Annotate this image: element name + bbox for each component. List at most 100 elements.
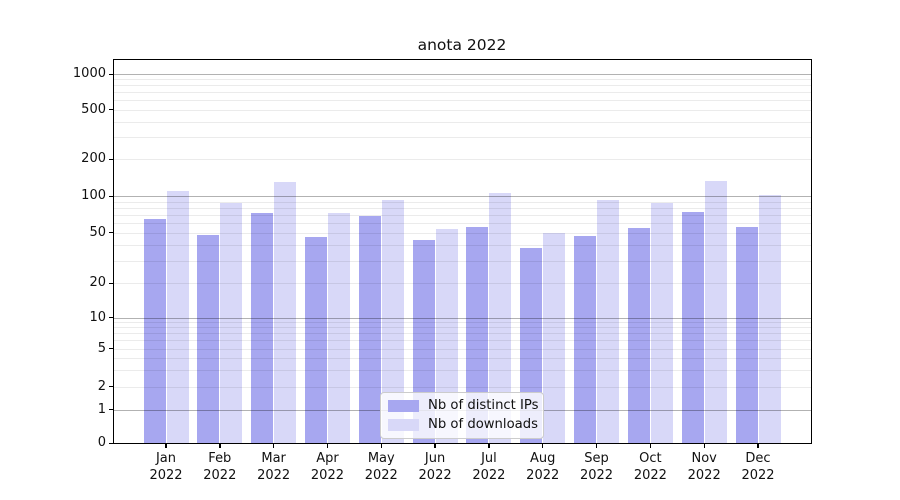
minor-gridline-20: [113, 283, 811, 284]
minor-gridline-500: [113, 109, 811, 111]
x-tick-label-apr: Apr 2022: [310, 451, 344, 483]
bar-distinct-ips-dec: [735, 226, 758, 443]
minor-gridline-8: [113, 327, 811, 329]
bar-downloads-nov: [704, 180, 727, 443]
x-tickmark-jul: [488, 443, 490, 448]
y-tickmark-50: [108, 232, 114, 234]
plot-border: [112, 58, 812, 444]
x-tick-label-jul: Jul 2022: [472, 451, 506, 483]
legend-item-downloads: Nb of downloads: [388, 417, 538, 432]
minor-gridline-200: [113, 159, 811, 160]
y-tickmark-5: [108, 348, 114, 350]
y-tickmark-2: [108, 386, 114, 388]
x-tickmark-jun: [434, 443, 436, 448]
bar-distinct-ips-may: [358, 216, 381, 443]
legend-swatch-distinct-ips: [388, 399, 419, 412]
x-tickmark-apr: [326, 443, 329, 448]
legend-label-downloads: Nb of downloads: [428, 417, 538, 432]
bar-distinct-ips-mar: [251, 212, 274, 443]
y-tickmark-10: [108, 317, 114, 319]
y-tick-label-2: 2: [97, 378, 106, 394]
y-tick-label-1000: 1000: [72, 66, 106, 81]
legend-item-distinct-ips: Nb of distinct IPs: [388, 398, 539, 413]
minor-gridline-9: [113, 322, 811, 324]
x-tickmark-jan: [165, 443, 167, 448]
y-tickmark-0: [108, 442, 114, 444]
minor-gridline-7: [113, 333, 811, 335]
x-tickmark-feb: [219, 443, 221, 448]
x-tickmark-sep: [595, 443, 598, 448]
major-gridline-1000: [113, 74, 811, 75]
x-tickmark-aug: [542, 443, 544, 448]
y-tick-label-5: 5: [97, 340, 106, 356]
bar-downloads-jan: [166, 190, 189, 443]
major-gridline-100: [113, 196, 811, 197]
bar-downloads-aug: [543, 232, 566, 443]
x-tickmark-may: [380, 443, 382, 448]
bar-downloads-feb: [220, 203, 243, 443]
minor-gridline-50: [113, 232, 811, 234]
y-tick-label-100: 100: [81, 188, 106, 203]
y-tick-label-0: 0: [97, 435, 106, 450]
bar-downloads-sep: [597, 200, 620, 443]
legend-swatch-downloads: [388, 418, 419, 431]
y-tickmark-20: [108, 282, 114, 284]
x-tick-label-mar: Mar 2022: [257, 451, 291, 483]
bar-downloads-oct: [650, 203, 673, 443]
minor-gridline-60: [113, 222, 811, 224]
x-tick-label-jun: Jun 2022: [418, 451, 452, 483]
legend: Nb of distinct IPs Nb of downloads: [380, 391, 544, 439]
bar-downloads-apr: [327, 213, 350, 443]
y-tick-label-20: 20: [89, 275, 106, 290]
chart-title: anota 2022: [417, 36, 507, 54]
minor-gridline-30: [113, 260, 811, 262]
bar-distinct-ips-sep: [574, 235, 597, 443]
minor-gridline-800: [113, 85, 811, 87]
x-tickmark-dec: [757, 443, 759, 448]
minor-gridline-3: [113, 369, 811, 371]
y-tickmark-200: [108, 158, 114, 160]
y-tickmark-1: [108, 409, 114, 411]
x-tickmark-oct: [649, 443, 652, 448]
bar-distinct-ips-jan: [143, 218, 166, 443]
minor-gridline-300: [113, 137, 811, 139]
minor-gridline-5: [113, 348, 811, 350]
x-tick-label-aug: Aug 2022: [526, 451, 560, 483]
bar-downloads-mar: [274, 181, 297, 443]
bar-downloads-dec: [758, 195, 781, 443]
x-tick-label-nov: Nov 2022: [687, 451, 721, 483]
x-tickmark-nov: [703, 443, 705, 448]
x-tick-label-jan: Jan 2022: [149, 451, 183, 483]
bar-distinct-ips-apr: [304, 237, 327, 443]
bar-distinct-ips-oct: [627, 228, 650, 443]
minor-gridline-90: [113, 201, 811, 203]
minor-gridline-6: [113, 340, 811, 342]
y-tickmark-500: [108, 109, 114, 111]
x-tick-label-feb: Feb 2022: [203, 451, 237, 483]
minor-gridline-400: [113, 121, 811, 123]
x-tick-label-may: May 2022: [364, 451, 398, 483]
y-tickmark-100: [108, 195, 114, 197]
y-tick-label-500: 500: [81, 101, 106, 117]
major-gridline-10: [113, 317, 811, 319]
minor-gridline-4: [113, 357, 811, 359]
y-tick-label-200: 200: [81, 151, 106, 166]
x-tick-label-dec: Dec 2022: [741, 451, 775, 483]
legend-label-distinct-ips: Nb of distinct IPs: [428, 398, 539, 413]
y-tick-label-10: 10: [89, 309, 106, 325]
y-tickmark-1000: [108, 73, 114, 75]
minor-gridline-700: [113, 92, 811, 94]
x-tickmark-mar: [273, 443, 275, 448]
minor-gridline-70: [113, 214, 811, 216]
minor-gridline-80: [113, 207, 811, 209]
minor-gridline-600: [113, 100, 811, 102]
minor-gridline-900: [113, 79, 811, 81]
minor-gridline-2: [113, 386, 811, 388]
bar-distinct-ips-nov: [681, 211, 704, 443]
x-tick-label-sep: Sep 2022: [579, 451, 614, 483]
minor-gridline-40: [113, 244, 811, 246]
y-tick-label-50: 50: [89, 224, 106, 240]
x-tick-label-oct: Oct 2022: [633, 451, 667, 483]
bar-distinct-ips-feb: [197, 234, 220, 443]
